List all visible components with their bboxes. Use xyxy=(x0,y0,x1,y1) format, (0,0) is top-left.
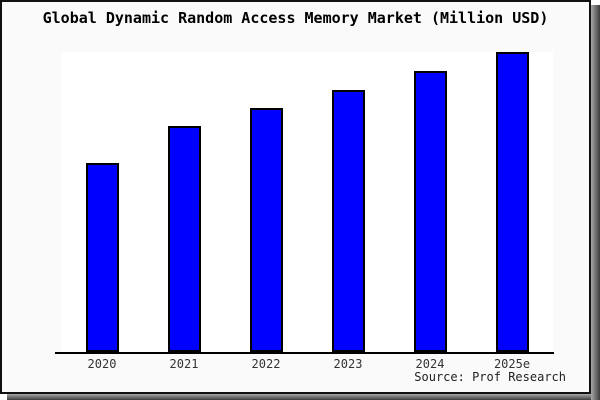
x-tick-label-2024: 2024 xyxy=(415,357,445,371)
bar-2024 xyxy=(413,71,447,352)
bar-slot-2022 xyxy=(225,52,307,352)
drop-shadow-bottom xyxy=(7,394,591,400)
x-tick-label-2020: 2020 xyxy=(87,357,117,371)
drop-shadow-right xyxy=(591,5,600,400)
x-tick-label-2022: 2022 xyxy=(251,357,281,371)
bar-slot-2020 xyxy=(61,52,143,352)
x-tick-label-2025e: 2025e xyxy=(493,357,531,371)
bar-slot-2023 xyxy=(307,52,389,352)
bar-slot-2025e xyxy=(471,52,553,352)
x-axis-line xyxy=(55,352,554,354)
bar-2022 xyxy=(249,108,283,352)
x-axis-tick-labels: 2020 2021 2022 2023 2024 2025e xyxy=(61,357,553,371)
chart-frame: Global Dynamic Random Access Memory Mark… xyxy=(0,0,591,394)
x-tick-label-2021: 2021 xyxy=(169,357,199,371)
x-tick-label-2023: 2023 xyxy=(333,357,363,371)
bar-2021 xyxy=(167,126,201,352)
plot-area xyxy=(61,52,553,352)
chart-title: Global Dynamic Random Access Memory Mark… xyxy=(42,9,549,27)
bar-2020 xyxy=(85,163,119,352)
bar-slot-2021 xyxy=(143,52,225,352)
bar-2023 xyxy=(331,90,365,352)
source-credit: Source: Prof Research xyxy=(414,370,566,384)
bar-slot-2024 xyxy=(389,52,471,352)
bar-2025e xyxy=(495,52,529,352)
